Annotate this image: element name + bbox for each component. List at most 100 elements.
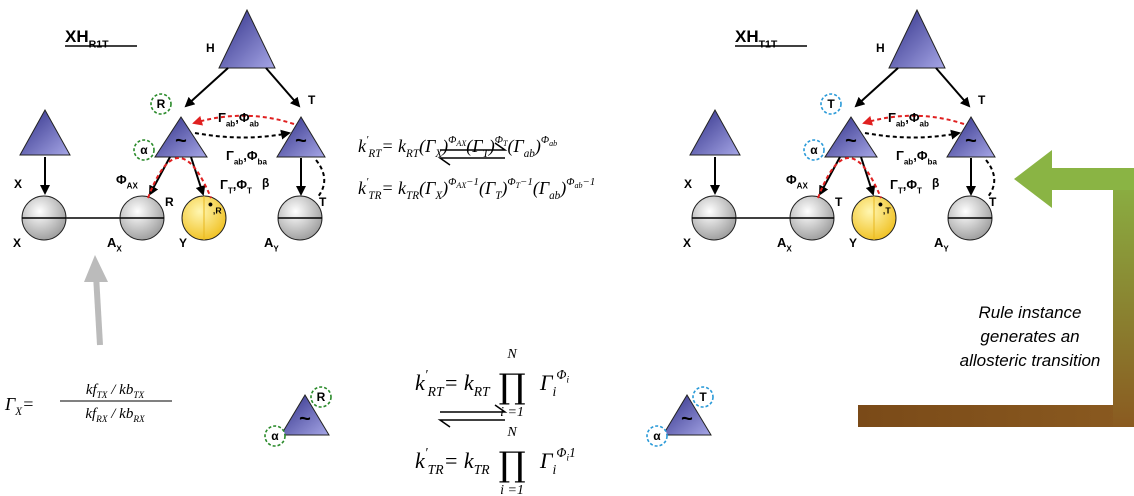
text-part: X <box>786 244 792 253</box>
rule-text: generates an <box>980 327 1079 346</box>
tilde: ~ <box>299 408 311 430</box>
label: X <box>684 177 692 191</box>
text-part: ) <box>441 136 448 157</box>
text-part: ,Φ <box>243 148 258 163</box>
text-part: XH <box>65 27 89 46</box>
text-part: / kb <box>108 406 134 422</box>
text-part: ) <box>534 136 541 157</box>
equation: ΓiΦi1 <box>539 445 576 477</box>
state: R <box>157 97 166 111</box>
black-dashed <box>865 133 959 138</box>
text-part: T1T <box>759 39 778 51</box>
text-part: ) <box>441 178 448 199</box>
text-part: ) <box>488 136 495 157</box>
label: ΦAX <box>116 172 138 190</box>
text-part: Γ <box>896 148 904 163</box>
tilde: ~ <box>965 130 977 152</box>
label: H <box>206 41 215 55</box>
text-part: AX <box>797 181 809 190</box>
text-part: RT <box>405 148 420 160</box>
alpha: α <box>810 143 818 157</box>
text-part: (Γ <box>419 178 436 199</box>
label: ΦAX <box>786 172 808 190</box>
text-part: Y <box>943 244 949 253</box>
product-upper: N <box>506 347 517 362</box>
text-part: ) <box>559 178 566 199</box>
text-part: ,R <box>213 206 222 216</box>
text-part: RX <box>95 415 108 425</box>
text-part: = k <box>381 178 407 198</box>
text-part: TR <box>428 462 445 477</box>
text-part: Y <box>273 244 279 253</box>
label: H <box>876 41 885 55</box>
panel-title: XHR1T <box>65 27 109 51</box>
text-part: RX <box>132 415 145 425</box>
equation: k′TR= kTR <box>415 445 490 477</box>
label: Y <box>849 236 857 250</box>
text-part: Φ <box>556 445 566 460</box>
equation: k′RT= kRT <box>415 367 491 399</box>
gray-arrow <box>84 255 108 345</box>
label: Γab,Φab <box>218 110 259 128</box>
equation: kfRX / kbRX <box>85 406 145 425</box>
text-part: Γ <box>226 148 234 163</box>
arrow <box>856 68 898 106</box>
text-part: TR <box>406 190 419 202</box>
black-dashed <box>195 133 289 138</box>
text-part: ab <box>904 157 913 166</box>
tilde: ~ <box>845 130 857 152</box>
text-part: ab <box>896 119 905 128</box>
text-part: Φ <box>507 176 515 188</box>
text-part: ba <box>258 157 268 166</box>
black-dashed <box>316 160 324 198</box>
label: T <box>978 93 986 107</box>
text-part: ab <box>549 190 561 202</box>
text-part: ab <box>234 157 243 166</box>
product-upper: N <box>506 425 517 440</box>
state: R <box>317 390 326 404</box>
text-part: Φ <box>541 134 549 146</box>
arrow <box>186 68 228 106</box>
label: T <box>308 93 316 107</box>
state: T <box>827 97 835 111</box>
text-part: −1 <box>583 176 596 188</box>
alpha: α <box>653 429 661 443</box>
text-part: T <box>247 186 252 195</box>
text-part: −1 <box>466 176 479 188</box>
label: ΓT,ΦT <box>890 177 922 195</box>
text-part: ,Φ <box>235 110 250 125</box>
text-part: ,T <box>883 206 891 216</box>
text-part: i <box>566 375 569 386</box>
text-part: (Γ <box>507 136 524 157</box>
alpha: α <box>271 429 279 443</box>
label: T <box>989 195 997 209</box>
label: Γab,Φba <box>226 148 267 166</box>
text-part: ′ <box>366 176 369 188</box>
text-part: RT <box>427 384 445 399</box>
text-part: RT <box>367 148 382 160</box>
text-part: Γ <box>890 177 898 192</box>
text-part: X <box>116 244 122 253</box>
text-part: Φ <box>448 134 456 146</box>
text-part: / kb <box>108 382 134 398</box>
tilde: ~ <box>175 130 187 152</box>
text-part: 1 <box>569 445 576 460</box>
text-part: ,Φ <box>905 110 920 125</box>
text-part: ,Φ <box>903 177 918 192</box>
label: T <box>835 195 843 209</box>
label: Γab,Φab <box>888 110 929 128</box>
text-part: (Γ <box>479 178 496 199</box>
text-part: ab <box>524 148 536 160</box>
text-part: = k <box>444 448 475 473</box>
text-part: Γ <box>218 110 226 125</box>
text-part: TX <box>97 391 108 401</box>
label: T <box>319 195 327 209</box>
text-part: Φ <box>116 172 127 187</box>
text-part: ,Φ <box>913 148 928 163</box>
text-part: ′ <box>425 445 429 460</box>
label: AX <box>777 235 792 253</box>
label: AY <box>264 235 279 253</box>
label: X <box>683 236 691 250</box>
text-part: ′ <box>425 367 429 382</box>
equation: kfTX / kbTX <box>86 382 145 401</box>
